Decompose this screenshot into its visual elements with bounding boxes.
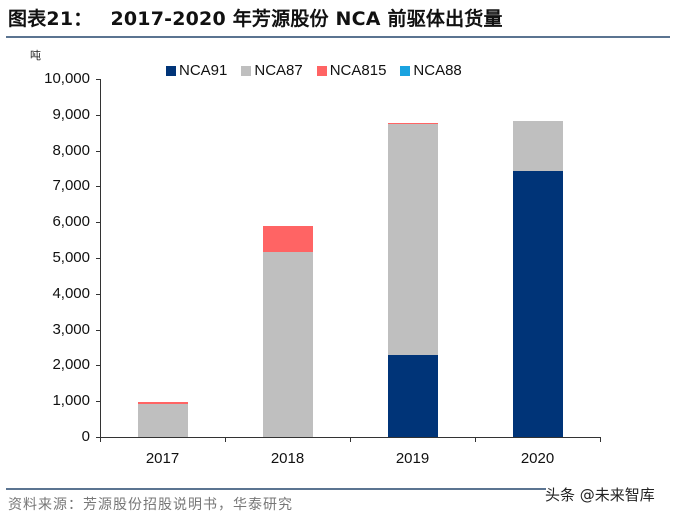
title-divider	[6, 36, 670, 38]
x-tick-label: 2017	[145, 450, 180, 467]
legend-item: NCA87	[241, 62, 303, 79]
x-tick-mark	[225, 437, 226, 442]
legend-swatch-icon	[400, 65, 411, 76]
y-tick-label: 2,000	[52, 356, 90, 374]
x-tick-label: 2020	[520, 450, 555, 467]
x-tick-mark	[475, 437, 476, 442]
x-tick-label: 2019	[395, 450, 430, 467]
y-tick-label: 5,000	[52, 249, 90, 266]
y-tick-mark	[96, 115, 101, 116]
y-tick-mark	[96, 151, 101, 152]
y-axis-unit: 吨	[30, 49, 41, 62]
y-tick-label: 0	[81, 428, 90, 445]
bar-segment-nca815-2019	[387, 122, 438, 125]
figure-label: 图表21：	[8, 8, 93, 30]
y-tick-mark	[96, 401, 101, 402]
y-tick-mark	[96, 258, 101, 259]
bar-segment-nca87-2019	[387, 124, 438, 355]
x-tick-mark	[600, 437, 601, 442]
legend-item: NCA88	[400, 62, 462, 79]
legend-item: NCA91	[166, 62, 227, 79]
legend: NCA91 NCA87 NCA815 NCA88	[166, 62, 462, 79]
y-tick-label: 8,000	[52, 141, 90, 159]
legend-label: NCA87	[254, 62, 303, 79]
y-tick-label: 10,000	[44, 70, 90, 87]
bar-segment-nca815-2017	[137, 402, 188, 405]
y-axis	[100, 79, 101, 438]
legend-swatch-icon	[166, 65, 176, 76]
title-text: 2017-2020 年芳源股份 NCA 前驱体出货量	[110, 8, 503, 30]
y-tick-label: 7,000	[52, 177, 90, 195]
bar-segment-nca87-2017	[137, 404, 188, 437]
y-tick-mark	[96, 79, 101, 80]
bar-segment-nca91-2019	[387, 354, 438, 437]
footer-divider	[6, 488, 546, 490]
bar-segment-nca815-2018	[262, 226, 313, 252]
bar-segment-nca87-2018	[262, 251, 313, 437]
y-tick-mark	[96, 437, 101, 438]
legend-swatch-icon	[316, 65, 327, 76]
x-tick-label: 2018	[270, 450, 305, 467]
x-tick-mark	[350, 437, 351, 442]
bar-segment-nca87-2020	[512, 120, 563, 171]
y-tick-mark	[96, 186, 101, 187]
y-tick-mark	[96, 365, 101, 366]
legend-label: NCA815	[329, 62, 387, 79]
y-tick-label: 9,000	[52, 105, 90, 123]
legend-item: NCA815	[316, 62, 387, 79]
y-tick-mark	[96, 294, 101, 295]
bar-segment-nca91-2020	[512, 171, 563, 437]
y-tick-mark	[96, 330, 101, 331]
x-tick-mark	[100, 437, 101, 442]
y-tick-label: 6,000	[52, 213, 90, 231]
watermark: 头条 @未来智库	[545, 486, 655, 504]
y-tick-label: 4,000	[52, 284, 90, 302]
chart-title: 图表21： 2017-2020 年芳源股份 NCA 前驱体出货量	[8, 4, 503, 31]
y-tick-label: 3,000	[52, 320, 90, 338]
y-tick-label: 1,000	[52, 392, 90, 410]
legend-label: NCA88	[413, 62, 462, 79]
legend-swatch-icon	[241, 65, 252, 76]
legend-label: NCA91	[179, 62, 228, 79]
y-tick-mark	[96, 222, 101, 223]
source-note: 资料来源：芳源股份招股说明书，华泰研究	[8, 497, 293, 513]
